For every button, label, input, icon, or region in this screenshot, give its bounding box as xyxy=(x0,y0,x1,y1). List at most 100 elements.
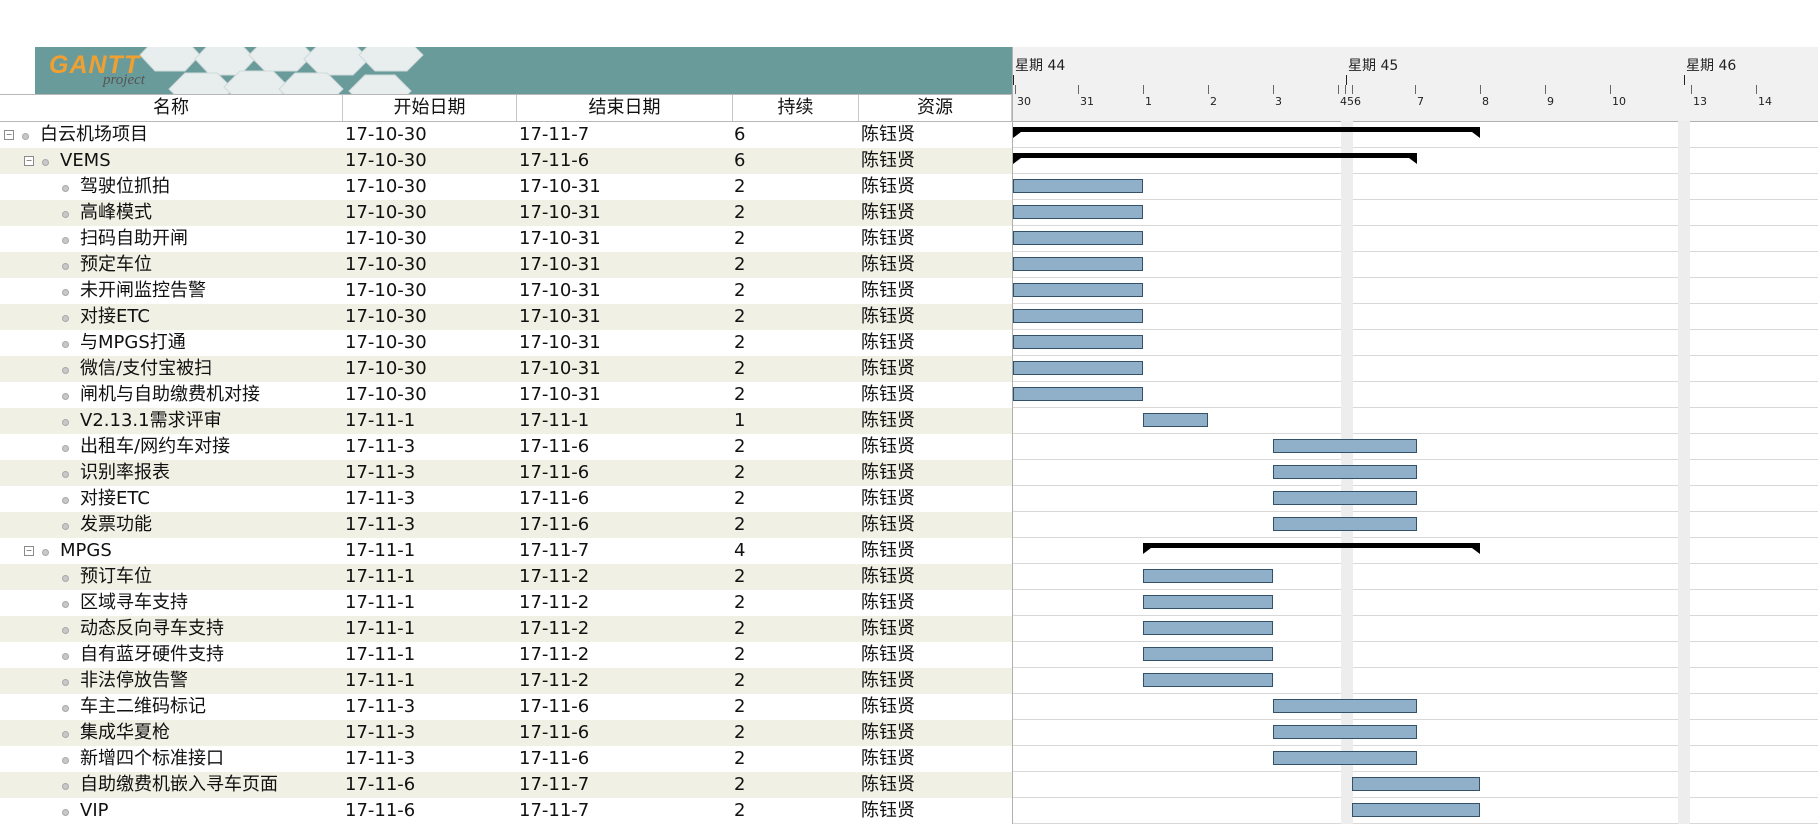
collapse-toggle-icon[interactable]: − xyxy=(24,546,34,556)
task-row[interactable]: 预定车位 17-10-30 17-10-31 2 陈钰贤 xyxy=(0,252,1012,278)
column-header-end-date[interactable]: 结束日期 xyxy=(517,95,733,121)
task-row[interactable]: 未开闸监控告警 17-10-30 17-10-31 2 陈钰贤 xyxy=(0,278,1012,304)
task-bullet-icon xyxy=(62,783,69,790)
column-header-name[interactable]: 名称 xyxy=(0,95,343,121)
task-bar[interactable] xyxy=(1013,387,1143,401)
task-duration: 2 xyxy=(734,592,746,613)
task-bullet-icon xyxy=(62,367,69,374)
task-row[interactable]: 发票功能 17-11-3 17-11-6 2 陈钰贤 xyxy=(0,512,1012,538)
task-resource: 陈钰贤 xyxy=(861,202,915,223)
task-end-date: 17-11-6 xyxy=(519,436,590,457)
task-bar[interactable] xyxy=(1273,465,1417,479)
summary-bar[interactable] xyxy=(1013,153,1417,158)
summary-bar[interactable] xyxy=(1143,543,1480,548)
task-row[interactable]: 驾驶位抓拍 17-10-30 17-10-31 2 陈钰贤 xyxy=(0,174,1012,200)
task-row[interactable]: 动态反向寻车支持 17-11-1 17-11-2 2 陈钰贤 xyxy=(0,616,1012,642)
task-bar[interactable] xyxy=(1273,699,1417,713)
row-gridline xyxy=(1013,147,1818,148)
task-row[interactable]: 与MPGS打通 17-10-30 17-10-31 2 陈钰贤 xyxy=(0,330,1012,356)
task-row[interactable]: 识别率报表 17-11-3 17-11-6 2 陈钰贤 xyxy=(0,460,1012,486)
task-start-date: 17-10-30 xyxy=(345,306,427,327)
task-name: V2.13.1需求评审 xyxy=(80,410,222,431)
task-bar[interactable] xyxy=(1143,647,1273,661)
task-start-date: 17-11-1 xyxy=(345,618,416,639)
task-resource: 陈钰贤 xyxy=(861,150,915,171)
task-row[interactable]: 微信/支付宝被扫 17-10-30 17-10-31 2 陈钰贤 xyxy=(0,356,1012,382)
day-tick xyxy=(1338,85,1339,94)
task-bar[interactable] xyxy=(1143,413,1208,427)
column-header-resource[interactable]: 资源 xyxy=(859,95,1012,121)
task-row[interactable]: − MPGS 17-11-1 17-11-7 4 陈钰贤 xyxy=(0,538,1012,564)
task-resource: 陈钰贤 xyxy=(861,358,915,379)
task-end-date: 17-11-1 xyxy=(519,410,590,431)
task-bar[interactable] xyxy=(1143,673,1273,687)
task-bar[interactable] xyxy=(1013,179,1143,193)
task-row[interactable]: 高峰模式 17-10-30 17-10-31 2 陈钰贤 xyxy=(0,200,1012,226)
gantt-chart[interactable]: 星期 44 星期 45 星期 46 30 31 1 2 3 4 5 6 7 8 9 10 13 14 xyxy=(1012,47,1818,824)
task-bar[interactable] xyxy=(1143,595,1273,609)
task-row[interactable]: 车主二维码标记 17-11-3 17-11-6 2 陈钰贤 xyxy=(0,694,1012,720)
task-bar[interactable] xyxy=(1013,335,1143,349)
task-name: 发票功能 xyxy=(80,514,152,535)
summary-bar[interactable] xyxy=(1013,127,1480,132)
task-bar[interactable] xyxy=(1143,569,1273,583)
task-bullet-icon xyxy=(62,653,69,660)
task-row[interactable]: V2.13.1需求评审 17-11-1 17-11-1 1 陈钰贤 xyxy=(0,408,1012,434)
task-row[interactable]: 自助缴费机嵌入寻车页面 17-11-6 17-11-7 2 陈钰贤 xyxy=(0,772,1012,798)
task-row[interactable]: − VEMS 17-10-30 17-11-6 6 陈钰贤 xyxy=(0,148,1012,174)
task-row[interactable]: 自有蓝牙硬件支持 17-11-1 17-11-2 2 陈钰贤 xyxy=(0,642,1012,668)
task-start-date: 17-11-1 xyxy=(345,410,416,431)
column-header-duration[interactable]: 持续 xyxy=(733,95,859,121)
task-start-date: 17-10-30 xyxy=(345,280,427,301)
task-bar[interactable] xyxy=(1013,205,1143,219)
task-bar[interactable] xyxy=(1352,777,1480,791)
day-tick xyxy=(1610,85,1611,94)
task-end-date: 17-11-6 xyxy=(519,488,590,509)
task-bar[interactable] xyxy=(1013,361,1143,375)
task-bar[interactable] xyxy=(1352,803,1480,817)
task-row[interactable]: 闸机与自助缴费机对接 17-10-30 17-10-31 2 陈钰贤 xyxy=(0,382,1012,408)
task-bar[interactable] xyxy=(1273,725,1417,739)
task-name: 预订车位 xyxy=(80,566,152,587)
task-bar[interactable] xyxy=(1143,621,1273,635)
task-row[interactable]: − 白云机场项目 17-10-30 17-11-7 6 陈钰贤 xyxy=(0,122,1012,148)
summary-bar-end-cap xyxy=(1472,543,1480,554)
task-row[interactable]: 对接ETC 17-10-30 17-10-31 2 陈钰贤 xyxy=(0,304,1012,330)
task-bar[interactable] xyxy=(1013,309,1143,323)
task-row[interactable]: 区域寻车支持 17-11-1 17-11-2 2 陈钰贤 xyxy=(0,590,1012,616)
week-label: 星期 44 xyxy=(1015,58,1066,74)
task-duration: 2 xyxy=(734,202,746,223)
task-row[interactable]: VIP 17-11-6 17-11-7 2 陈钰贤 xyxy=(0,798,1012,824)
summary-bar-start-cap xyxy=(1013,153,1021,164)
task-bar[interactable] xyxy=(1273,491,1417,505)
day-tick xyxy=(1545,85,1546,94)
task-name: MPGS xyxy=(60,540,112,561)
task-bar[interactable] xyxy=(1013,257,1143,271)
task-start-date: 17-10-30 xyxy=(345,254,427,275)
task-resource: 陈钰贤 xyxy=(861,696,915,717)
task-row[interactable]: 集成华夏枪 17-11-3 17-11-6 2 陈钰贤 xyxy=(0,720,1012,746)
task-bar[interactable] xyxy=(1273,751,1417,765)
task-row[interactable]: 非法停放告警 17-11-1 17-11-2 2 陈钰贤 xyxy=(0,668,1012,694)
task-bullet-icon xyxy=(62,289,69,296)
task-bar[interactable] xyxy=(1013,283,1143,297)
task-row[interactable]: 新增四个标准接口 17-11-3 17-11-6 2 陈钰贤 xyxy=(0,746,1012,772)
task-row[interactable]: 预订车位 17-11-1 17-11-2 2 陈钰贤 xyxy=(0,564,1012,590)
row-gridline xyxy=(1013,199,1818,200)
gantt-chart-body[interactable] xyxy=(1013,121,1818,824)
collapse-toggle-icon[interactable]: − xyxy=(24,156,34,166)
task-bar[interactable] xyxy=(1273,439,1417,453)
task-row[interactable]: 出租车/网约车对接 17-11-3 17-11-6 2 陈钰贤 xyxy=(0,434,1012,460)
task-row[interactable]: 扫码自助开闸 17-10-30 17-10-31 2 陈钰贤 xyxy=(0,226,1012,252)
task-name: 未开闸监控告警 xyxy=(80,280,206,301)
collapse-toggle-icon[interactable]: − xyxy=(4,130,14,140)
task-row[interactable]: 对接ETC 17-11-3 17-11-6 2 陈钰贤 xyxy=(0,486,1012,512)
task-duration: 4 xyxy=(734,540,746,561)
column-header-start-date[interactable]: 开始日期 xyxy=(343,95,517,121)
task-bullet-icon xyxy=(62,523,69,530)
task-end-date: 17-11-2 xyxy=(519,670,590,691)
task-bar[interactable] xyxy=(1273,517,1417,531)
task-duration: 2 xyxy=(734,618,746,639)
task-duration: 2 xyxy=(734,254,746,275)
task-bar[interactable] xyxy=(1013,231,1143,245)
